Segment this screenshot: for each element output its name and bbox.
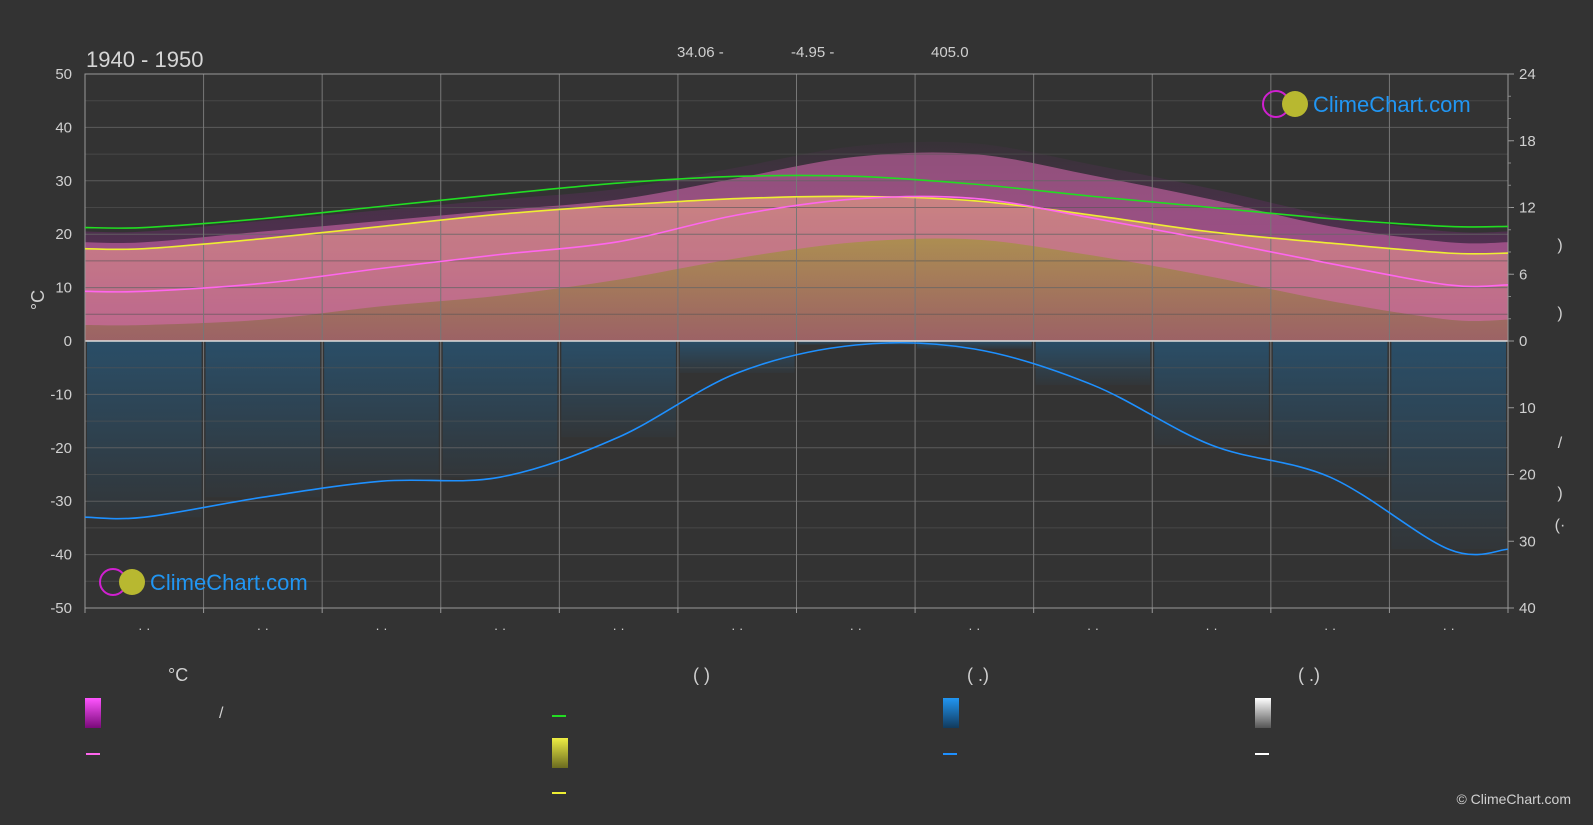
- right-axis-precipitation-tick-label: 30: [1519, 533, 1536, 550]
- legend-item-text: /: [219, 705, 224, 722]
- legend-line-daylight: [552, 792, 566, 794]
- left-axis-tick-label: -20: [50, 440, 72, 457]
- right-axis-precipitation-tick-label: 40: [1519, 600, 1536, 617]
- precipitation-bar: [442, 341, 558, 478]
- chart-grid: [84, 73, 1509, 609]
- x-axis-month-label: · ·: [494, 621, 506, 636]
- precipitation-bar: [917, 341, 1032, 350]
- watermark-bottom-text: ClimeChart.com: [150, 570, 308, 595]
- latitude-label: 34.06 -: [677, 44, 724, 61]
- precipitation-bar: [561, 341, 676, 438]
- left-axis-tick-label: -10: [50, 386, 72, 403]
- legend-swatch-precipitation-band: [943, 698, 959, 728]
- left-axis-tick-label: -30: [50, 493, 72, 510]
- right-axis-hours-tick-label: 0: [1519, 333, 1527, 350]
- sunshine-line: [84, 174, 1509, 229]
- x-axis-month-label: · ·: [968, 621, 980, 636]
- left-axis-tick-label: 30: [55, 173, 72, 190]
- logo-sun-icon: [119, 569, 145, 595]
- watermark-top-text: ClimeChart.com: [1313, 92, 1471, 117]
- watermark-bottom: ClimeChart.com: [99, 568, 308, 596]
- watermark-top: ClimeChart.com: [1262, 90, 1471, 118]
- precipitation-bar: [679, 341, 795, 374]
- legend-line-sunshine: [552, 715, 566, 717]
- precipitation-bar: [1154, 341, 1269, 446]
- left-axis-tick-label: 50: [55, 66, 72, 83]
- longitude-label: -4.95 -: [791, 44, 834, 61]
- right-axis-hours-tick-label: 12: [1519, 200, 1536, 217]
- precipitation-bar: [1272, 341, 1388, 478]
- left-axis-tick-label: 40: [55, 119, 72, 136]
- precipitation-bar: [798, 341, 914, 346]
- left-axis-tick-label: 20: [55, 226, 72, 243]
- legend-swatch-snow-band: [1255, 698, 1271, 728]
- right-axis-decor-4: ): [1557, 485, 1562, 502]
- precipitation-bar: [324, 341, 439, 482]
- chart-lines: [84, 174, 1509, 556]
- left-axis-label: °C: [28, 290, 48, 310]
- legend-heading-precipitation: ( .): [967, 665, 989, 685]
- temperature-line: [84, 195, 1509, 293]
- legend-swatch-sunshine-band: [85, 698, 101, 728]
- right-axis-hours-tick-label: 24: [1519, 66, 1536, 83]
- left-axis-tick-label: 10: [55, 280, 72, 297]
- legend-line-temperature: [86, 753, 100, 755]
- left-axis-tick-label: -50: [50, 600, 72, 617]
- x-axis-month-label: · ·: [257, 621, 269, 636]
- precipitation-bar: [1035, 341, 1151, 386]
- precipitation-bar: [1391, 341, 1506, 550]
- legend-heading-snow: ( .): [1298, 665, 1320, 685]
- copyright: © ClimeChart.com: [1456, 791, 1571, 807]
- daylight-line: [84, 195, 1509, 255]
- x-axis-month-label: · ·: [1443, 621, 1455, 636]
- elevation-label: 405.0: [931, 44, 969, 61]
- chart-axes: 50 40 30 20 10 0 -10 -20 -30 -40 -50 24 18 12 6 0 10 20 30…: [50, 66, 1535, 636]
- precipitation-bar: [205, 341, 321, 498]
- legend-line-precipitation: [943, 753, 957, 755]
- x-axis-month-label: · ·: [1205, 621, 1217, 636]
- left-axis-tick-label: -40: [50, 547, 72, 564]
- right-axis-precipitation-tick-label: 10: [1519, 400, 1536, 417]
- legend-heading-hours: ( ): [693, 665, 710, 685]
- legend-line-snow: [1255, 753, 1269, 755]
- right-axis-decor-2: ): [1557, 305, 1562, 322]
- legend-swatch-daylight-band: [552, 738, 568, 768]
- precipitation-line: [84, 341, 1509, 556]
- x-axis-month-label: · ·: [1324, 621, 1336, 636]
- climate-chart: 50 40 30 20 10 0 -10 -20 -30 -40 -50 24 18 12 6 0 10 20 30…: [28, 44, 1566, 636]
- x-axis-month-label: · ·: [1087, 621, 1099, 636]
- logo-sun-icon: [1282, 91, 1308, 117]
- right-axis-decor-5: (·: [1555, 517, 1566, 534]
- right-axis-decor-3: /: [1558, 435, 1563, 452]
- x-axis-month-label: · ·: [612, 621, 624, 636]
- legend-heading-temperature: °C: [168, 665, 189, 685]
- right-axis-precipitation-tick-label: 20: [1519, 467, 1536, 484]
- right-axis-decor-1: ): [1557, 237, 1562, 254]
- chart-period-title: 1940 - 1950: [86, 47, 203, 72]
- right-axis-hours-tick-label: 6: [1519, 266, 1527, 283]
- right-axis-hours-tick-label: 18: [1519, 133, 1536, 150]
- x-axis-month-label: · ·: [731, 621, 743, 636]
- x-axis-month-label: · ·: [138, 621, 150, 636]
- left-axis-tick-label: 0: [64, 333, 72, 350]
- x-axis-month-label: · ·: [375, 621, 387, 636]
- x-axis-month-label: · ·: [850, 621, 862, 636]
- precipitation-bar: [87, 341, 202, 518]
